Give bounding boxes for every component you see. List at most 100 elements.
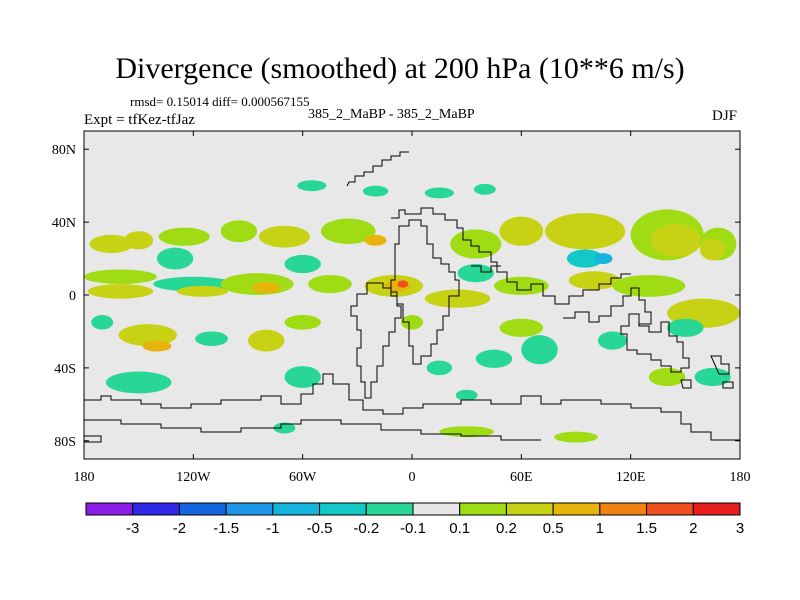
coastline-arabia xyxy=(471,265,501,273)
colorbar-swatch-0 xyxy=(85,502,134,516)
contour-fill-4 xyxy=(258,225,310,248)
x-tick-label-5: 120E xyxy=(616,470,646,485)
colorbar-swatch-5 xyxy=(319,502,367,516)
contour-fill-29 xyxy=(493,276,549,295)
colorbar-swatch-7 xyxy=(412,502,461,516)
contour-fill-0 xyxy=(89,234,134,254)
colorbar-swatch-2 xyxy=(178,502,227,516)
contour-fill-53 xyxy=(273,422,296,434)
contour-fill-50 xyxy=(694,367,731,387)
contour-fill-37 xyxy=(195,331,228,347)
colorbar-label-12: 2 xyxy=(689,520,697,537)
runs-label: 385_2_MaBP - 385_2_MaBP xyxy=(308,107,475,122)
contour-fill-43 xyxy=(426,360,453,376)
colorbar-label-3: -1 xyxy=(266,520,279,537)
contour-fill-2 xyxy=(158,227,210,246)
contour-fills xyxy=(84,180,740,443)
coastline-north-america xyxy=(346,151,409,187)
colorbar-label-2: -1.5 xyxy=(213,520,239,537)
contour-fill-30 xyxy=(568,271,620,290)
coastline-antarctica xyxy=(84,373,740,441)
contour-fill-54 xyxy=(284,254,321,274)
coastline-ross-shelf xyxy=(84,419,541,441)
contour-fill-44 xyxy=(455,389,478,401)
contour-fill-11 xyxy=(450,229,502,259)
experiment-label: Expt = tfKez-tfJaz xyxy=(84,112,195,128)
colorbar-label-11: 1.5 xyxy=(636,520,657,537)
colorbar-swatch-12 xyxy=(646,502,694,516)
y-tick-label-0: 80N xyxy=(52,143,76,158)
colorbar: -3 -2 -1.5 -1 -0.5 -0.2 -0.1 0.1 0.2 0.5 1 1.5 2 3 xyxy=(85,502,744,537)
coastline-new-zealand xyxy=(710,355,730,375)
contour-fill-58 xyxy=(156,247,194,270)
contour-fill-31 xyxy=(612,274,686,297)
coastline-africa xyxy=(390,219,460,365)
colorbar-swatch-1 xyxy=(132,502,180,516)
axes: 180 120W 60W 0 60E 120E 180 80N 40N 0 40S 80S xyxy=(52,131,751,485)
y-tick-label-4: 80S xyxy=(54,435,76,450)
colorbar-label-9: 0.5 xyxy=(543,520,564,537)
coastline-eurasia xyxy=(391,207,631,305)
y-tick-label-3: 40S xyxy=(54,362,76,377)
contour-fill-10 xyxy=(473,183,496,195)
x-tick-label-2: 60W xyxy=(289,470,317,485)
y-tick-label-2: 0 xyxy=(69,289,76,304)
x-tick-label-0: 180 xyxy=(74,470,95,485)
colorbar-label-7: 0.1 xyxy=(449,520,470,537)
contour-fill-36 xyxy=(142,340,172,352)
contour-fill-23 xyxy=(251,282,281,294)
y-tick-label-1: 40N xyxy=(52,216,76,231)
colorbar-swatch-11 xyxy=(599,502,648,516)
map-title: Divergence (smoothed) at 200 hPa (10**6 … xyxy=(115,52,685,85)
contour-fill-5 xyxy=(320,218,376,244)
coastline-island xyxy=(722,381,734,389)
contour-fill-21 xyxy=(176,285,228,297)
contour-fill-49 xyxy=(648,367,686,387)
contour-fill-18 xyxy=(84,269,157,285)
contour-fill-40 xyxy=(105,371,172,394)
stats-text: rmsd= 0.15014 diff= 0.000567155 xyxy=(130,94,310,109)
coastline-antarctic-peninsula xyxy=(84,435,102,443)
contour-fill-41 xyxy=(284,366,321,388)
contour-fill-28 xyxy=(424,289,491,308)
colorbar-swatch-13 xyxy=(692,502,741,516)
contour-fill-7 xyxy=(297,180,327,192)
x-tick-label-3: 0 xyxy=(409,470,416,485)
contour-fill-39 xyxy=(284,315,321,330)
colorbar-label-6: -0.1 xyxy=(400,520,426,537)
contour-fill-48 xyxy=(597,331,628,350)
contour-fill-33 xyxy=(667,318,704,337)
contour-fill-35 xyxy=(118,324,177,347)
colorbar-label-8: 0.2 xyxy=(496,520,517,537)
colorbar-label-5: -0.2 xyxy=(353,520,379,537)
contour-fill-13 xyxy=(545,213,626,250)
colorbar-swatch-8 xyxy=(459,502,507,516)
x-tick-label-1: 120W xyxy=(176,470,211,485)
contour-fill-52 xyxy=(554,431,598,443)
season-label: DJF xyxy=(712,108,738,124)
contour-fill-9 xyxy=(424,187,454,199)
colorbar-label-4: -0.5 xyxy=(307,520,333,537)
contour-fill-19 xyxy=(87,284,154,299)
colorbar-swatch-10 xyxy=(552,502,601,516)
colorbar-swatch-4 xyxy=(272,502,321,516)
contour-fill-12 xyxy=(499,216,544,246)
contour-fill-6 xyxy=(364,234,387,246)
coastline-maritime xyxy=(563,287,652,325)
x-tick-label-6: 180 xyxy=(730,470,751,485)
contour-fill-15 xyxy=(650,223,702,257)
contour-fill-57 xyxy=(594,253,613,265)
contour-fill-27 xyxy=(397,280,409,288)
contour-fill-38 xyxy=(248,329,285,352)
colorbar-swatch-3 xyxy=(225,502,274,516)
contour-fill-46 xyxy=(521,335,558,365)
colorbar-label-10: 1 xyxy=(596,520,604,537)
colorbar-swatch-6 xyxy=(365,502,414,516)
coastline-australia xyxy=(620,313,690,373)
contour-fill-56 xyxy=(566,249,604,268)
colorbar-label-0: -3 xyxy=(126,520,139,537)
contour-fill-51 xyxy=(439,426,494,438)
contour-fill-45 xyxy=(475,349,513,368)
contour-fill-8 xyxy=(362,185,389,197)
coastline-tasmania xyxy=(680,379,692,389)
